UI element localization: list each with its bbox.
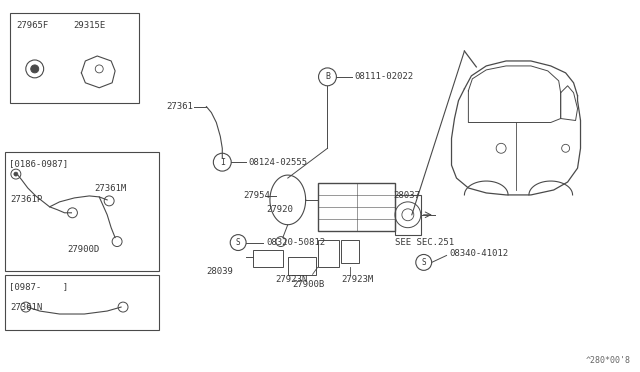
Text: 27361M: 27361M: [94, 185, 127, 193]
Bar: [341, 240, 359, 263]
Text: B: B: [325, 72, 330, 81]
Text: 27361P: 27361P: [10, 195, 42, 204]
Text: 28037: 28037: [393, 192, 420, 201]
Text: 27920: 27920: [266, 205, 292, 214]
Circle shape: [230, 235, 246, 250]
Text: 27954: 27954: [243, 192, 270, 201]
Bar: [10, 13, 139, 103]
Circle shape: [416, 254, 431, 270]
Circle shape: [213, 153, 231, 171]
Text: 27965F: 27965F: [16, 21, 48, 30]
Text: 27361: 27361: [166, 102, 193, 111]
Text: 29315E: 29315E: [74, 21, 106, 30]
Circle shape: [14, 172, 18, 176]
Text: 27361N: 27361N: [10, 302, 42, 312]
Text: S: S: [421, 258, 426, 267]
Bar: [317, 240, 339, 267]
Text: S: S: [236, 238, 241, 247]
Bar: [288, 257, 316, 275]
Text: I: I: [220, 158, 225, 167]
Bar: [5, 152, 159, 271]
Text: 27900D: 27900D: [67, 245, 100, 254]
Text: [0987-    ]: [0987- ]: [9, 282, 68, 291]
Text: SEE SEC.251: SEE SEC.251: [395, 238, 454, 247]
Text: 08340-41012: 08340-41012: [449, 249, 509, 258]
Bar: [5, 275, 159, 330]
Text: 08124-02555: 08124-02555: [248, 158, 307, 167]
Text: 27900B: 27900B: [292, 280, 325, 289]
Bar: [395, 195, 420, 235]
Text: 28039: 28039: [206, 267, 233, 276]
Text: 27923M: 27923M: [341, 275, 374, 284]
Text: [0186-0987]: [0186-0987]: [9, 159, 68, 168]
Text: 08320-50812: 08320-50812: [266, 238, 325, 247]
Circle shape: [31, 65, 38, 73]
Bar: [253, 250, 283, 267]
Text: 27923N: 27923N: [275, 275, 308, 284]
Bar: [317, 183, 395, 231]
Text: ^280*00'8: ^280*00'8: [586, 356, 630, 365]
Text: 08111-02022: 08111-02022: [355, 72, 413, 81]
Circle shape: [319, 68, 337, 86]
